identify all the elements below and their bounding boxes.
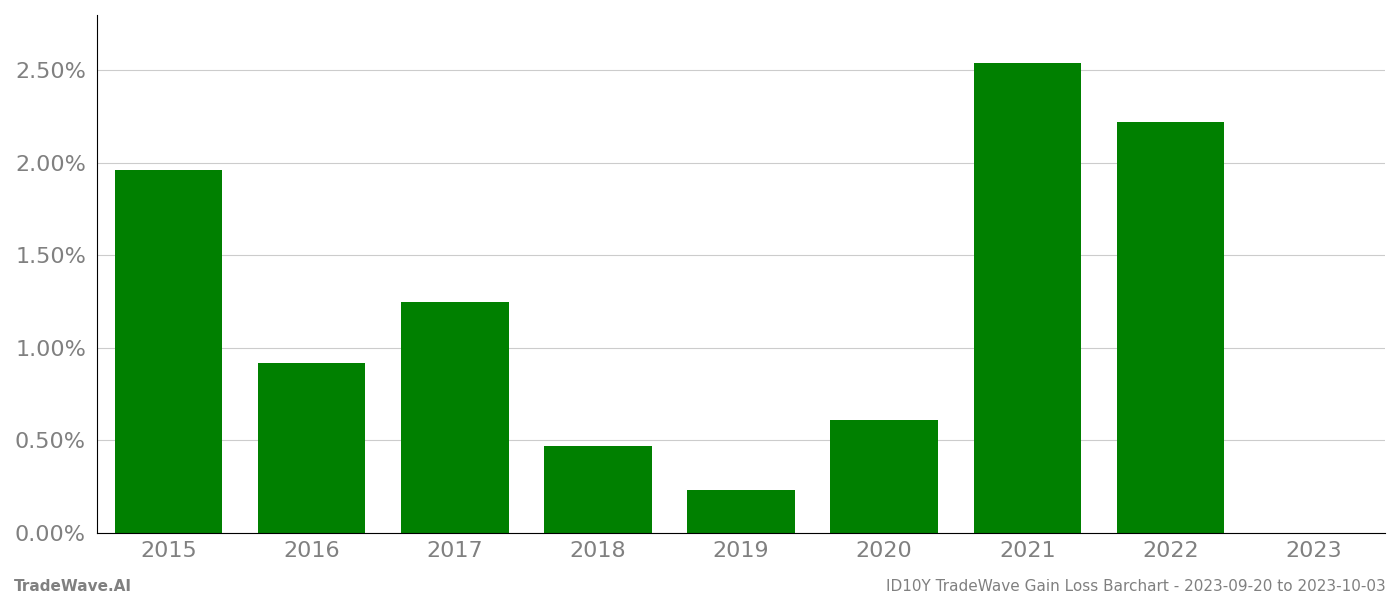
Bar (830, 420, 938, 533)
Bar (973, 63, 1081, 533)
Bar (115, 170, 223, 533)
Bar (402, 302, 508, 533)
Bar (687, 490, 795, 533)
Bar (1117, 122, 1224, 533)
Bar (258, 362, 365, 533)
Bar (545, 446, 651, 533)
Text: TradeWave.AI: TradeWave.AI (14, 579, 132, 594)
Text: ID10Y TradeWave Gain Loss Barchart - 2023-09-20 to 2023-10-03: ID10Y TradeWave Gain Loss Barchart - 202… (886, 579, 1386, 594)
